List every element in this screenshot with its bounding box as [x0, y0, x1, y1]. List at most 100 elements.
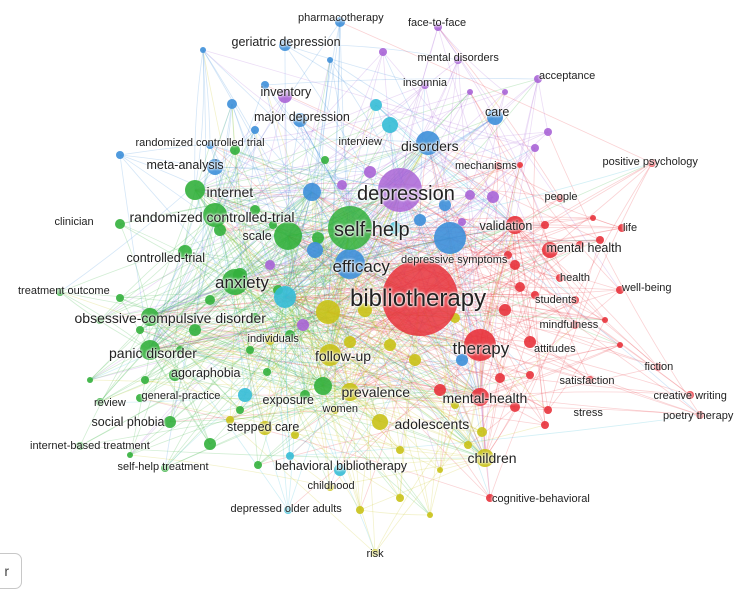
node[interactable] [502, 89, 508, 95]
node[interactable] [238, 388, 252, 402]
node[interactable] [205, 295, 215, 305]
node[interactable] [531, 144, 539, 152]
node[interactable] [517, 162, 523, 168]
poetry-therapy-node[interactable] [696, 411, 704, 419]
controlled-trial-node[interactable] [178, 245, 192, 259]
node[interactable] [261, 81, 269, 89]
node[interactable] [297, 319, 309, 331]
node[interactable] [116, 294, 124, 302]
node[interactable] [439, 199, 451, 211]
scale-node[interactable] [274, 222, 302, 250]
node[interactable] [437, 467, 443, 473]
node[interactable] [531, 291, 539, 299]
node[interactable] [337, 180, 347, 190]
randomized-controlled-trial-2-node[interactable] [206, 141, 214, 149]
insomnia-node[interactable] [421, 81, 429, 89]
self-help-treatment-node[interactable] [161, 464, 169, 472]
mental-health-node[interactable] [542, 242, 558, 258]
node[interactable] [327, 57, 333, 63]
node[interactable] [274, 286, 296, 308]
adolescents-node[interactable] [372, 414, 388, 430]
disorders-node[interactable] [416, 131, 440, 155]
node[interactable] [510, 402, 520, 412]
social-phobia-node[interactable] [164, 416, 176, 428]
node[interactable] [316, 300, 340, 324]
node[interactable] [303, 183, 321, 201]
node[interactable] [364, 166, 376, 178]
node[interactable] [358, 303, 372, 317]
node[interactable] [285, 330, 295, 340]
prevalence-node[interactable] [341, 383, 359, 401]
self-help-node[interactable] [328, 206, 372, 250]
node[interactable] [176, 346, 184, 354]
cognitive-behavioral-node[interactable] [486, 494, 494, 502]
pharmacotherapy-node[interactable] [335, 17, 345, 27]
node[interactable] [307, 242, 323, 258]
node[interactable] [544, 128, 552, 136]
node[interactable] [576, 241, 584, 249]
therapy-node[interactable] [464, 329, 496, 361]
exposure-node[interactable] [314, 377, 332, 395]
follow-up-node[interactable] [319, 344, 341, 366]
node[interactable] [286, 452, 294, 460]
node[interactable] [214, 224, 226, 236]
node[interactable] [254, 461, 262, 469]
node[interactable] [321, 156, 329, 164]
node[interactable] [250, 313, 260, 323]
node[interactable] [344, 336, 356, 348]
node[interactable] [541, 421, 549, 429]
fiction-node[interactable] [654, 363, 662, 371]
node[interactable] [250, 205, 260, 215]
node[interactable] [515, 282, 525, 292]
node[interactable] [291, 431, 299, 439]
depression-node[interactable] [378, 168, 422, 212]
stepped-care-node[interactable] [258, 421, 272, 435]
panic-disorder-node[interactable] [140, 340, 160, 360]
validation-node[interactable] [506, 216, 524, 234]
major-depression-node[interactable] [293, 113, 307, 127]
node[interactable] [236, 406, 244, 414]
node[interactable] [251, 126, 259, 134]
care-node[interactable] [487, 109, 503, 125]
mental-health-hyphen-node[interactable] [471, 388, 489, 406]
positive-psychology-node[interactable] [648, 159, 656, 167]
node[interactable] [200, 47, 206, 53]
node[interactable] [300, 390, 310, 400]
face-to-face-node[interactable] [434, 23, 442, 31]
corner-button[interactable]: r [0, 553, 22, 589]
node[interactable] [136, 326, 144, 334]
node[interactable] [96, 316, 104, 324]
node[interactable] [427, 512, 433, 518]
students-node[interactable] [571, 296, 579, 304]
bibliotherapy-node[interactable] [382, 260, 458, 336]
node[interactable] [477, 427, 487, 437]
satisfaction-node[interactable] [586, 376, 594, 384]
behavioral-bibliotherapy-node[interactable] [334, 464, 346, 476]
node[interactable] [602, 317, 608, 323]
life-node[interactable] [618, 224, 626, 232]
node[interactable] [504, 251, 512, 259]
node[interactable] [263, 368, 271, 376]
node[interactable] [116, 151, 124, 159]
meta-analysis-node[interactable] [207, 159, 223, 175]
treatment-outcome-node[interactable] [56, 288, 64, 296]
node[interactable] [265, 260, 275, 270]
node[interactable] [596, 236, 604, 244]
acceptance-node[interactable] [534, 75, 542, 83]
risk-node[interactable] [371, 549, 379, 557]
node[interactable] [230, 145, 240, 155]
mental-disorders-node[interactable] [454, 56, 462, 64]
node[interactable] [590, 215, 596, 221]
health-node[interactable] [556, 274, 564, 282]
agoraphobia-node[interactable] [169, 369, 181, 381]
node[interactable] [356, 506, 364, 514]
internet-node[interactable] [185, 180, 205, 200]
node[interactable] [434, 384, 446, 396]
node[interactable] [541, 221, 549, 229]
node[interactable] [465, 190, 475, 200]
inventory-node[interactable] [278, 89, 292, 103]
node[interactable] [141, 376, 149, 384]
node[interactable] [87, 377, 93, 383]
node[interactable] [227, 99, 237, 109]
obsessive-compulsive-disorder-node[interactable] [141, 308, 159, 326]
